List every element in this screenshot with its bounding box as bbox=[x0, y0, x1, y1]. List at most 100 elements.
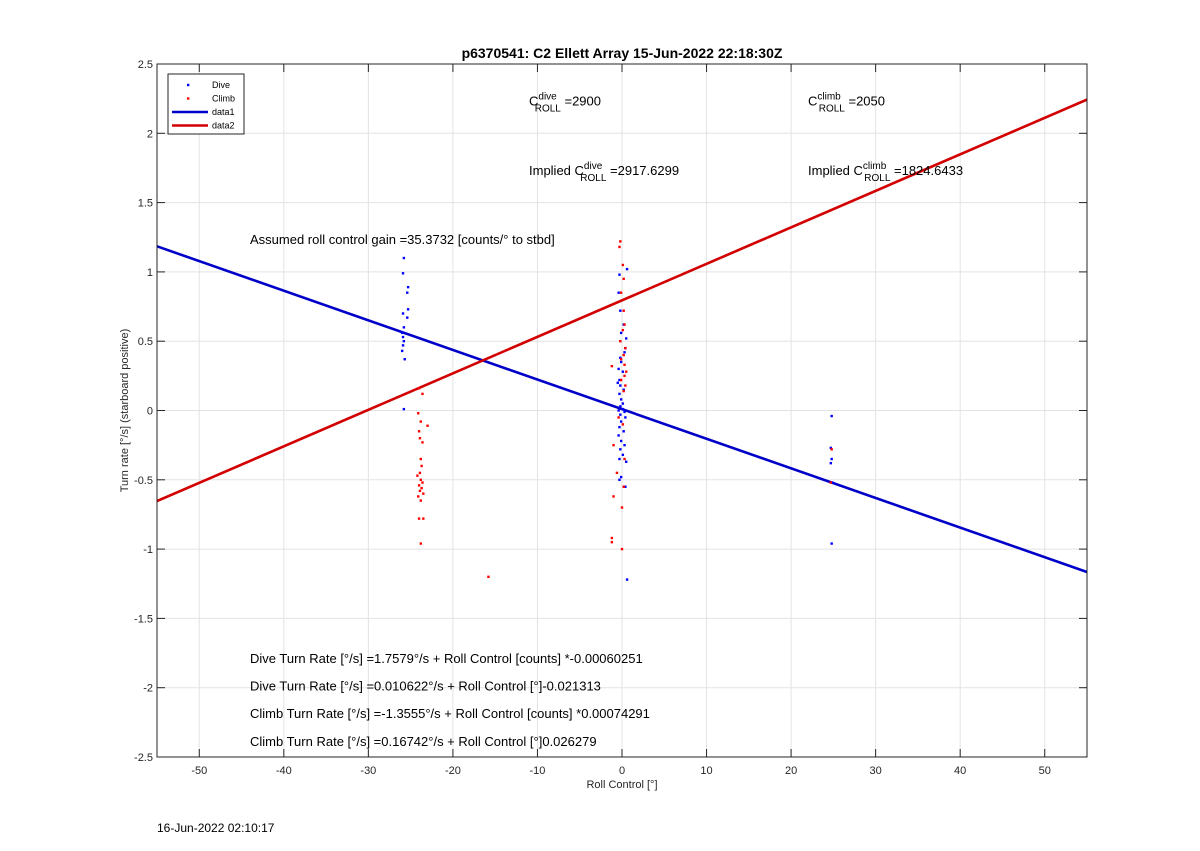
data-point-climb bbox=[420, 464, 423, 468]
data-point-dive bbox=[617, 291, 620, 294]
data-point-dive bbox=[625, 460, 628, 463]
data-point-climb bbox=[620, 506, 624, 509]
data-point-dive bbox=[401, 312, 405, 315]
data-point-dive bbox=[619, 309, 622, 312]
x-tick-label: -50 bbox=[191, 765, 207, 777]
data-point-climb bbox=[417, 430, 421, 433]
data-point-dive bbox=[406, 308, 410, 311]
annotation-part: climb bbox=[863, 161, 887, 172]
x-tick-label: -40 bbox=[276, 765, 292, 777]
data-point-climb bbox=[417, 412, 420, 415]
annotation-part: Implied C bbox=[808, 163, 863, 178]
data-point-climb bbox=[426, 424, 429, 427]
legend-label: data1 bbox=[212, 107, 235, 117]
data-point-climb bbox=[422, 492, 425, 495]
data-point-climb bbox=[422, 517, 425, 520]
data-point-dive bbox=[400, 331, 404, 335]
data-point-climb bbox=[623, 374, 626, 378]
data-point-climb bbox=[419, 420, 422, 423]
annotation: Dive Turn Rate [°/s] =0.010622°/s + Roll… bbox=[250, 678, 601, 693]
annotation-part: ROLL bbox=[864, 173, 891, 184]
data-point-dive bbox=[619, 331, 623, 335]
annotation: Dive Turn Rate [°/s] =1.7579°/s + Roll C… bbox=[250, 651, 643, 666]
y-tick-label: -2 bbox=[143, 683, 153, 695]
data-point-dive bbox=[830, 414, 833, 418]
y-tick-label: -0.5 bbox=[134, 475, 153, 487]
data-point-climb bbox=[830, 448, 833, 451]
annotation-part: Climb Turn Rate [°/s] =-1.3555°/s + Roll… bbox=[250, 706, 650, 721]
data-point-dive bbox=[624, 485, 627, 488]
legend-marker-climb bbox=[187, 97, 190, 100]
y-tick-label: 2.5 bbox=[138, 59, 153, 71]
data-point-climb bbox=[624, 384, 627, 387]
x-tick-label: 50 bbox=[1039, 765, 1051, 777]
data-point-dive bbox=[622, 430, 625, 433]
data-point-dive bbox=[619, 448, 622, 451]
y-tick-label: 0.5 bbox=[138, 336, 153, 348]
data-point-climb bbox=[416, 474, 419, 477]
data-point-climb bbox=[421, 392, 424, 396]
data-point-dive bbox=[402, 326, 406, 329]
data-point-climb bbox=[622, 353, 625, 357]
data-point-dive bbox=[623, 443, 626, 447]
data-point-climb bbox=[617, 416, 620, 419]
data-point-climb bbox=[829, 481, 833, 484]
x-tick-label: -30 bbox=[360, 765, 376, 777]
data-point-dive bbox=[624, 416, 627, 419]
data-point-dive bbox=[829, 461, 833, 465]
annotation-part: ROLL bbox=[580, 173, 607, 184]
data-point-climb bbox=[620, 547, 624, 551]
data-point-climb bbox=[612, 443, 615, 447]
data-point-dive bbox=[402, 407, 406, 411]
data-point-dive bbox=[619, 356, 622, 360]
data-point-climb bbox=[419, 542, 422, 545]
x-tick-label: 30 bbox=[870, 765, 882, 777]
footer-timestamp: 16-Jun-2022 02:10:17 bbox=[157, 821, 275, 835]
annotation: Climb Turn Rate [°/s] =0.16742°/s + Roll… bbox=[250, 734, 597, 749]
data-point-climb bbox=[419, 478, 422, 481]
data-point-climb bbox=[624, 346, 627, 350]
annotation: Implied Cclimb ROLL =1824.6433 bbox=[808, 161, 963, 184]
data-point-dive bbox=[618, 273, 621, 276]
data-point-climb bbox=[417, 484, 421, 487]
data-point-climb bbox=[623, 363, 626, 366]
legend: Dive Climb data1 data2 bbox=[167, 73, 245, 135]
chart-title: p6370541: C2 Ellett Array 15-Jun-2022 22… bbox=[462, 45, 783, 61]
annotation-part: =1824.6433 bbox=[890, 163, 963, 178]
data-point-dive bbox=[618, 425, 621, 429]
data-point-dive bbox=[617, 367, 620, 371]
data-point-dive bbox=[403, 358, 406, 361]
data-point-dive bbox=[401, 272, 405, 275]
data-point-climb bbox=[610, 536, 614, 540]
data-point-climb bbox=[625, 370, 628, 373]
x-tick-label: -10 bbox=[530, 765, 546, 777]
data-point-climb bbox=[417, 495, 420, 498]
data-point-dive bbox=[618, 378, 621, 382]
data-point-dive bbox=[618, 457, 621, 461]
data-point-climb bbox=[417, 517, 421, 520]
y-tick-label: -2.5 bbox=[134, 752, 153, 764]
data-point-climb bbox=[612, 495, 615, 498]
y-tick-label: 2 bbox=[147, 128, 153, 140]
annotation-part: Implied C bbox=[529, 163, 584, 178]
data-point-dive bbox=[619, 420, 623, 423]
legend-marker-dive bbox=[187, 83, 190, 87]
x-tick-label: 0 bbox=[619, 765, 625, 777]
data-point-dive bbox=[829, 446, 833, 450]
annotation-part: =2917.6299 bbox=[606, 163, 679, 178]
data-point-climb bbox=[622, 277, 625, 281]
data-point-climb bbox=[621, 423, 625, 426]
annotation-part: ROLL bbox=[819, 104, 846, 115]
data-point-dive bbox=[401, 335, 405, 339]
data-point-climb bbox=[487, 575, 490, 579]
data-point-dive bbox=[623, 410, 626, 414]
data-point-climb bbox=[621, 263, 625, 267]
data-point-climb bbox=[421, 481, 424, 484]
data-point-climb bbox=[420, 486, 423, 490]
data-point-dive bbox=[619, 405, 622, 408]
data-point-dive bbox=[619, 398, 623, 401]
data-point-dive bbox=[625, 267, 629, 271]
annotation: Cclimb ROLL =2050 bbox=[808, 92, 885, 115]
data-point-dive bbox=[401, 344, 405, 347]
y-axis-label: Turn rate [°/s] (starboard positive) bbox=[119, 329, 131, 493]
